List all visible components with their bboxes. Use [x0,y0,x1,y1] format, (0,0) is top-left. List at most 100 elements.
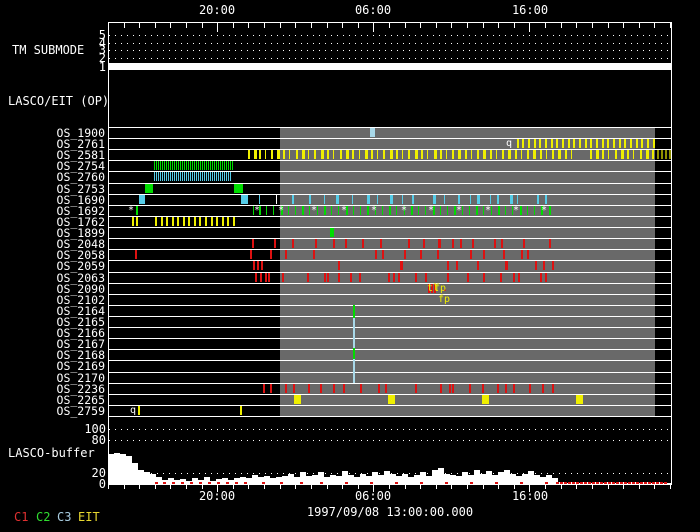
buffer-histogram-bar [246,478,252,484]
buffer-histogram-bar [312,475,318,484]
row-marker-tick [477,195,480,204]
row-separator [108,283,671,284]
buffer-red-mark [620,482,623,484]
row-marker-tick [471,150,472,159]
row-marker-tick [627,150,629,159]
buffer-red-mark [624,482,627,484]
row-marker-tick [552,150,554,159]
row-marker-tick [285,384,287,393]
row-marker-tick [404,206,405,215]
bottom-axis-tick [592,485,593,489]
buffer-red-mark [608,482,611,484]
bottom-axis-tick [124,485,125,489]
row-marker-tick [497,195,499,204]
buffer-histogram-bar [486,471,492,484]
row-marker-tick [327,150,329,159]
row-marker-tick [535,261,537,270]
row-marker-char: * [254,205,261,216]
bottom-axis-tick [623,485,624,489]
row-separator [108,294,671,295]
row-marker-tick [496,150,497,159]
row-marker-tick [470,195,471,204]
row-marker-tick [477,150,479,159]
buffer-red-mark [262,482,265,484]
row-marker-tick [388,273,390,282]
tm-y-tick-label: 4 [98,36,106,50]
buffer-histogram-bar [204,477,210,484]
buffer-histogram-bar [144,472,150,484]
top-axis-tick [202,23,203,28]
row-separator [108,160,671,161]
buffer-histogram-bar [174,480,180,484]
row-marker-tick [266,206,267,215]
row-marker-tick [340,150,342,159]
buffer-red-mark [596,482,599,484]
row-marker-tick [330,228,334,237]
bottom-axis-tick [327,485,328,489]
top-axis-tick [405,23,406,28]
bottom-axis-tick [264,485,265,489]
row-marker-tick [333,239,335,248]
buffer-histogram-bar [282,476,288,484]
buffer-red-mark [226,482,229,484]
top-axis-tick [576,23,577,28]
row-marker-tick [613,139,615,148]
row-marker-tick [292,239,294,248]
buffer-histogram-bar [210,481,216,484]
buffer-histogram-bar [318,472,324,484]
buffer-histogram-bar [528,471,534,484]
row-marker-tick [296,150,298,159]
row-marker-tick [283,150,285,159]
row-marker-tick [630,139,632,148]
row-marker-char: * [513,205,520,216]
buffer-histogram-bar [216,479,222,484]
row-marker-tick [281,206,283,215]
bottom-axis-tick [186,485,187,489]
buffer-histogram-bar [666,483,672,484]
row-marker-tick [573,139,575,148]
bottom-axis-tick [202,485,203,489]
row-separator [108,272,671,273]
top-axis-tick [264,23,265,28]
row-marker-tick [607,139,609,148]
row-separator [108,194,671,195]
buffer-histogram-bar [192,478,198,484]
row-marker-tick [161,217,163,226]
row-marker-tick [294,395,301,404]
row-marker-tick [472,239,474,248]
buffer-histogram-bar [444,474,450,484]
plot-left-border [108,22,109,484]
row-marker-tick [388,395,395,404]
row-marker-tick [440,384,442,393]
buffer-histogram-bar [336,476,342,484]
row-marker-tick [418,206,419,215]
row-marker-tick [233,217,235,226]
event-line-segment [353,359,355,383]
buffer-histogram-bar [474,470,480,484]
row-marker-tick [321,150,324,159]
row-separator [108,205,671,206]
bottom-axis-tick [311,485,312,489]
buffer-histogram-bar [114,453,120,484]
row-marker-tick [527,250,529,259]
buffer-red-mark [208,482,211,484]
row-marker-tick [657,150,659,159]
row-marker-tick [501,239,503,248]
row-marker-tick [633,150,634,159]
buffer-red-mark [656,482,659,484]
buffer-red-mark [163,482,166,484]
os-row-label: OS_2170 [56,371,105,385]
row-separator [108,149,671,150]
buffer-histogram-bar [126,456,132,484]
row-marker-tick [528,139,530,148]
os-row-label: OS_1692 [56,204,105,218]
buffer-histogram-bar [294,477,300,484]
buffer-histogram-bar [306,476,312,484]
row-marker-tick [460,239,462,248]
row-marker-tick [494,239,496,248]
row-marker-tick [596,139,598,148]
top-axis-tick [545,23,546,28]
bottom-axis-tick [405,485,406,489]
row-separator [108,372,671,373]
bottom-axis-tick [389,485,390,489]
